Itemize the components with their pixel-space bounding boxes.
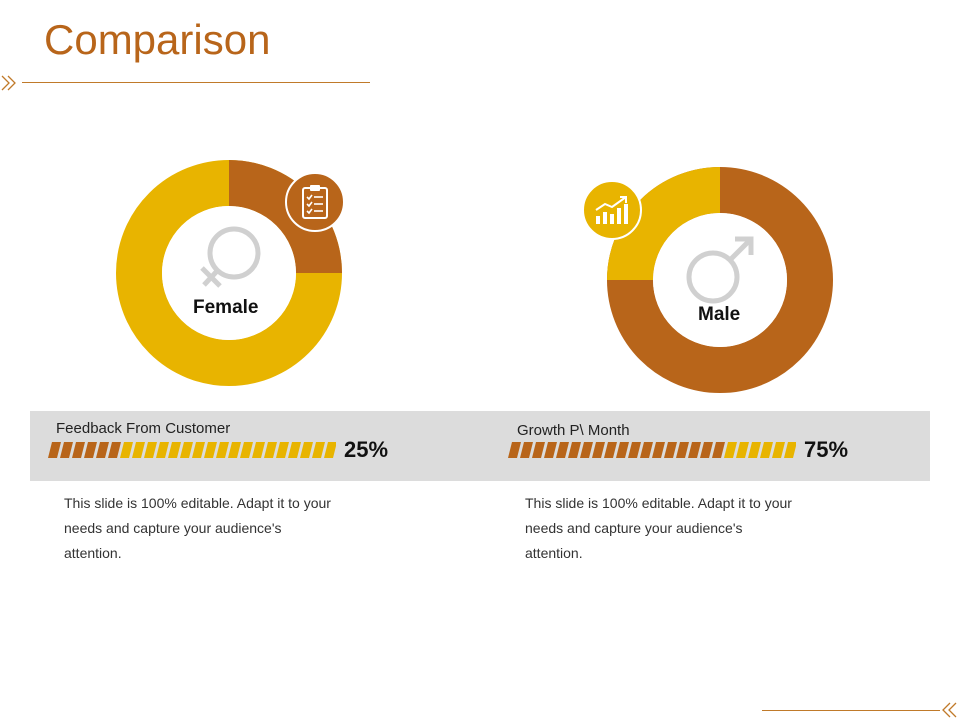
progress-segment-empty bbox=[760, 442, 773, 458]
progress-segment-filled bbox=[616, 442, 629, 458]
progress-segment-empty bbox=[168, 442, 181, 458]
progress-segment-empty bbox=[192, 442, 205, 458]
progress-segment-filled bbox=[676, 442, 689, 458]
progress-segment-empty bbox=[324, 442, 336, 458]
progress-segment-filled bbox=[96, 442, 109, 458]
progress-segment-empty bbox=[216, 442, 229, 458]
clipboard-badge bbox=[285, 172, 345, 232]
progress-segment-empty bbox=[724, 442, 737, 458]
progress-segment-empty bbox=[784, 442, 796, 458]
male-metric-label: Growth P\ Month bbox=[517, 422, 630, 439]
progress-segment-empty bbox=[736, 442, 749, 458]
female-progress-bar bbox=[48, 442, 336, 458]
female-metric-label: Feedback From Customer bbox=[56, 420, 231, 437]
progress-segment-empty bbox=[240, 442, 253, 458]
progress-segment-filled bbox=[628, 442, 641, 458]
progress-segment-empty bbox=[276, 442, 289, 458]
progress-segment-empty bbox=[228, 442, 241, 458]
double-chevron-right-icon bbox=[1, 75, 16, 91]
female-donut-chart bbox=[116, 160, 342, 386]
progress-segment-filled bbox=[700, 442, 713, 458]
progress-segment-filled bbox=[568, 442, 581, 458]
progress-segment-empty bbox=[180, 442, 193, 458]
progress-segment-empty bbox=[300, 442, 313, 458]
male-symbol-icon bbox=[686, 236, 754, 304]
progress-segment-filled bbox=[580, 442, 593, 458]
progress-segment-filled bbox=[688, 442, 701, 458]
progress-segment-empty bbox=[264, 442, 277, 458]
progress-segment-filled bbox=[712, 442, 725, 458]
progress-segment-filled bbox=[604, 442, 617, 458]
progress-segment-empty bbox=[288, 442, 301, 458]
progress-segment-filled bbox=[508, 442, 521, 458]
progress-segment-empty bbox=[120, 442, 133, 458]
progress-segment-filled bbox=[544, 442, 557, 458]
growth-badge bbox=[582, 180, 642, 240]
male-progress-bar bbox=[508, 442, 796, 458]
progress-segment-filled bbox=[652, 442, 665, 458]
progress-segment-empty bbox=[748, 442, 761, 458]
progress-segment-filled bbox=[60, 442, 73, 458]
progress-segment-filled bbox=[532, 442, 545, 458]
progress-segment-empty bbox=[204, 442, 217, 458]
progress-segment-filled bbox=[72, 442, 85, 458]
double-chevron-left-icon bbox=[942, 702, 957, 718]
female-percent: 25% bbox=[344, 437, 389, 462]
page-title: Comparison bbox=[44, 16, 271, 63]
male-label: Male bbox=[698, 304, 741, 325]
progress-segment-filled bbox=[108, 442, 121, 458]
clipboard-checklist-icon bbox=[302, 185, 328, 219]
footer-divider bbox=[762, 710, 940, 711]
progress-segment-filled bbox=[592, 442, 605, 458]
male-description: This slide is 100% editable. Adapt it to… bbox=[525, 495, 792, 561]
progress-segment-filled bbox=[640, 442, 653, 458]
progress-segment-empty bbox=[252, 442, 265, 458]
progress-segment-empty bbox=[144, 442, 157, 458]
progress-segment-empty bbox=[132, 442, 145, 458]
progress-segment-empty bbox=[312, 442, 325, 458]
progress-segment-filled bbox=[84, 442, 97, 458]
female-description: This slide is 100% editable. Adapt it to… bbox=[64, 495, 331, 561]
growth-chart-icon bbox=[595, 196, 628, 224]
male-donut-chart bbox=[607, 167, 833, 393]
male-percent: 75% bbox=[804, 437, 849, 462]
progress-segment-filled bbox=[520, 442, 533, 458]
progress-segment-filled bbox=[48, 442, 61, 458]
female-symbol-icon bbox=[200, 226, 261, 288]
progress-segment-filled bbox=[664, 442, 677, 458]
progress-segment-empty bbox=[156, 442, 169, 458]
progress-segment-filled bbox=[556, 442, 569, 458]
female-label: Female bbox=[193, 297, 259, 318]
progress-segment-empty bbox=[772, 442, 785, 458]
title-divider bbox=[22, 82, 370, 83]
